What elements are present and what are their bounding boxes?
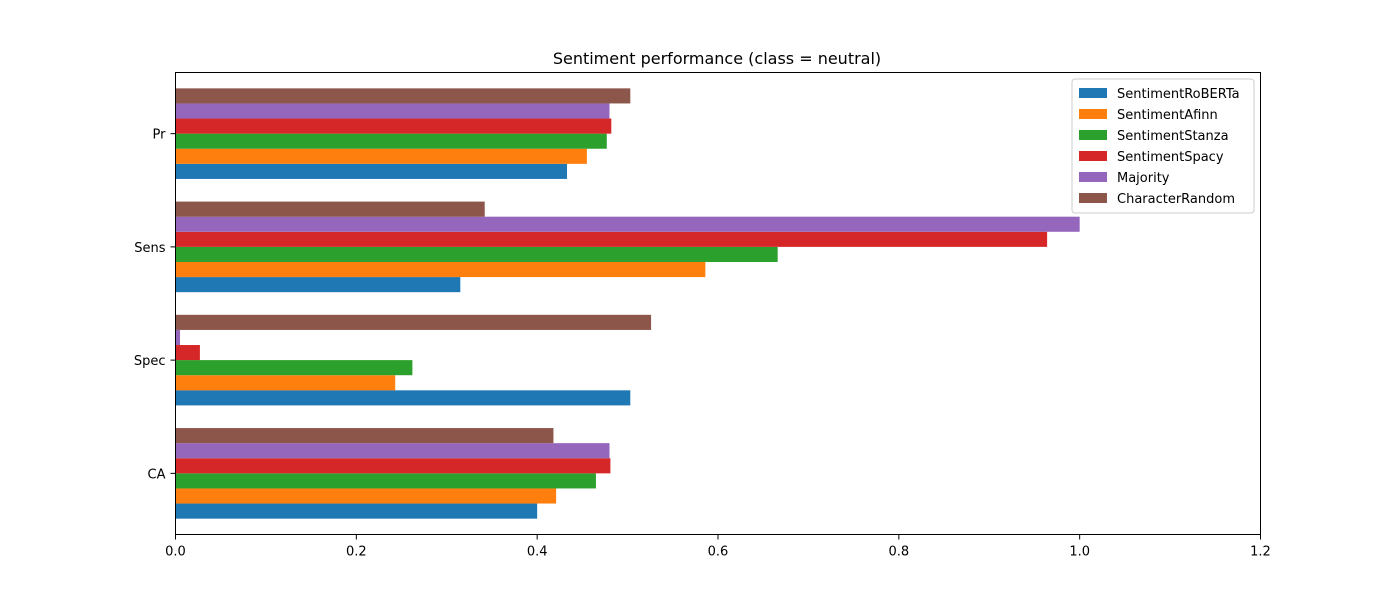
y-tick-label-ca: CA — [148, 467, 166, 482]
legend: SentimentRoBERTa SentimentAfinn SentimentS… — [1071, 78, 1255, 214]
legend-swatch — [1079, 88, 1107, 98]
x-tick-label: 0.4 — [527, 545, 548, 560]
bar-pr-sentimentstanza — [175, 133, 607, 149]
bar-ca-sentimentspacy — [175, 458, 611, 474]
y-tick-label-sens: Sens — [134, 241, 165, 256]
bar-ca-characterrandom — [175, 428, 554, 444]
bar-pr-majority — [175, 103, 610, 119]
bar-spec-characterrandom — [175, 314, 652, 330]
legend-label: SentimentRoBERTa — [1117, 87, 1240, 102]
bar-ca-sentimentroberta — [175, 503, 538, 519]
y-tick-label-pr: Pr — [153, 128, 167, 143]
bar-pr-sentimentspacy — [175, 118, 612, 134]
legend-swatch — [1079, 151, 1107, 161]
bar-sens-majority — [175, 216, 1080, 232]
bar-ca-majority — [175, 443, 610, 459]
x-tick-label: 0.0 — [165, 545, 186, 560]
legend-label: Majority — [1117, 171, 1170, 186]
bar-spec-sentimentstanza — [175, 360, 413, 376]
bar-sens-characterrandom — [175, 201, 485, 217]
legend-swatch — [1079, 130, 1107, 140]
x-tick-label: 0.2 — [346, 545, 367, 560]
bar-spec-sentimentafinn — [175, 375, 396, 391]
legend-label: SentimentAfinn — [1117, 108, 1218, 123]
legend-label: SentimentSpacy — [1117, 150, 1224, 165]
x-tick-label: 0.6 — [708, 545, 729, 560]
bar-pr-sentimentafinn — [175, 148, 587, 164]
bar-sens-sentimentafinn — [175, 261, 706, 278]
bar-pr-characterrandom — [175, 88, 631, 104]
y-axis: CA Spec Sens Pr — [134, 128, 176, 482]
legend-swatch — [1079, 193, 1107, 203]
legend-swatch — [1079, 172, 1107, 182]
bar-spec-majority — [175, 329, 181, 346]
bar-sens-sentimentroberta — [175, 277, 461, 293]
x-axis: 0.0 0.2 0.4 0.6 0.8 1.0 1.2 — [165, 534, 1271, 560]
x-tick-label: 1.0 — [1069, 545, 1090, 560]
legend-label: CharacterRandom — [1117, 192, 1235, 207]
x-tick-label: 0.8 — [888, 545, 909, 560]
bar-spec-sentimentroberta — [175, 390, 631, 406]
chart-title: Sentiment performance (class = neutral) — [553, 49, 881, 68]
x-tick-label: 1.2 — [1250, 545, 1271, 560]
bar-ca-sentimentafinn — [175, 488, 557, 504]
bar-spec-sentimentspacy — [175, 345, 200, 361]
y-tick-label-spec: Spec — [134, 354, 166, 369]
bar-sens-sentimentstanza — [175, 246, 778, 262]
bars-layer — [175, 88, 1080, 519]
bar-sens-sentimentspacy — [175, 231, 1048, 247]
legend-box — [1071, 78, 1255, 214]
legend-label: SentimentStanza — [1117, 129, 1229, 144]
bar-pr-sentimentroberta — [175, 163, 568, 179]
bar-ca-sentimentstanza — [175, 473, 596, 489]
legend-swatch — [1079, 109, 1107, 119]
